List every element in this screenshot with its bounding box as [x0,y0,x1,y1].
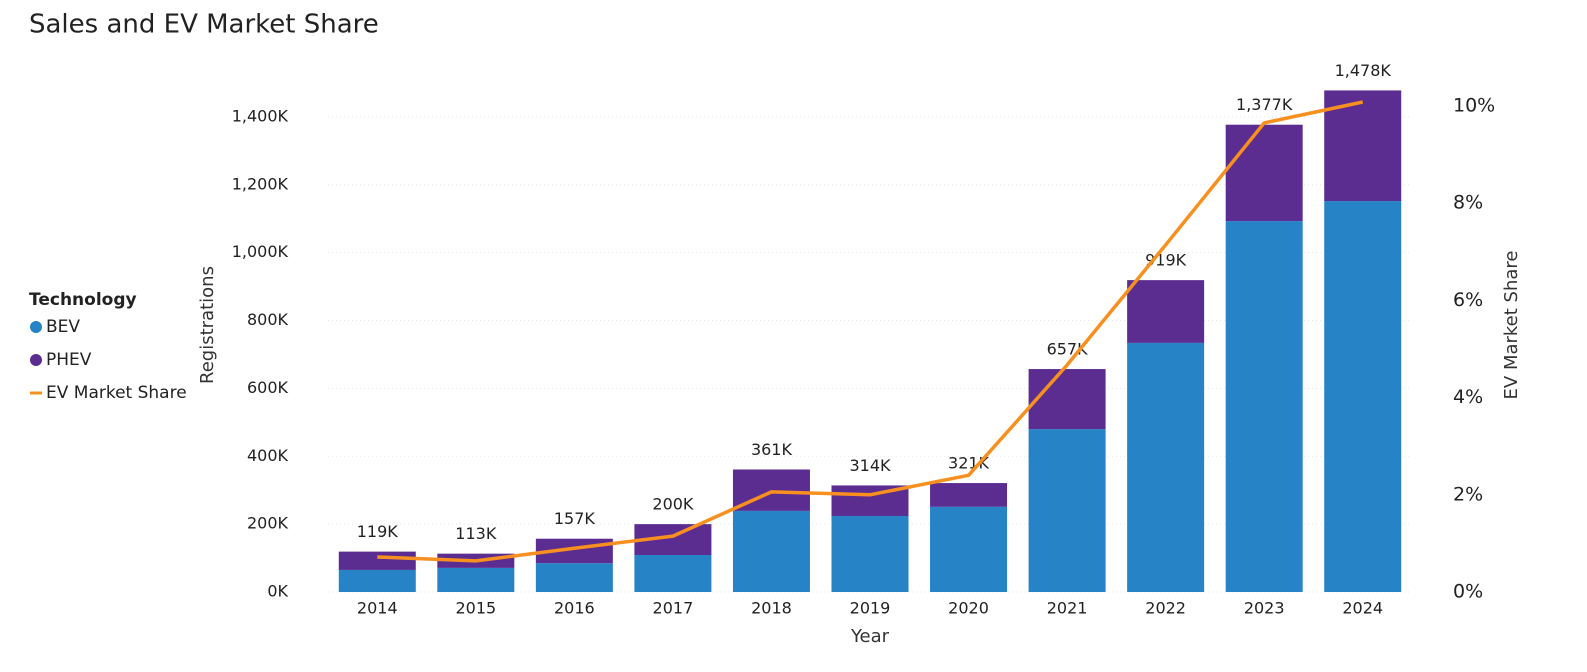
x-tick-label: 2018 [751,599,792,618]
y2-tick-label: 4% [1453,386,1483,408]
bar-segment [1028,429,1106,592]
y-tick-label: 1,000K [232,242,289,261]
y2-tick-label: 2% [1453,483,1483,505]
bar-segment [930,483,1008,507]
x-tick-label: 2020 [948,599,989,618]
y-tick-label: 400K [247,446,289,465]
bar-segment [338,569,416,592]
y2-tick-label: 10% [1453,94,1495,116]
bar-segment [1127,280,1205,343]
legend-swatch [30,321,42,333]
bar-segment [1028,369,1106,430]
y2-tick-label: 6% [1453,289,1483,311]
bar-segment [535,563,613,592]
x-axis-title: Year [850,626,890,647]
x-tick-label: 2023 [1244,599,1285,618]
legend-title: Technology [29,290,137,310]
total-label: 157K [554,509,596,528]
bar-segment [1225,221,1303,592]
x-tick-label: 2014 [357,599,398,618]
y-tick-label: 0K [267,582,288,601]
x-tick-label: 2017 [653,599,694,618]
y-tick-label: 600K [247,378,289,397]
y2-tick-label: 8% [1453,192,1483,214]
y2-tick-label: 0% [1453,581,1483,603]
x-tick-label: 2024 [1342,599,1383,618]
y2-axis-title: EV Market Share [1501,251,1522,400]
bar-segment [437,567,515,592]
total-label: 321K [948,454,990,473]
market-share-line [377,100,1364,563]
x-tick-label: 2016 [554,599,595,618]
bar-segment [634,555,712,592]
bar-segment [338,551,416,570]
bar-segment [1324,201,1402,592]
total-label: 119K [357,522,399,541]
bar-segment [930,506,1008,592]
total-label: 361K [751,440,793,459]
x-tick-label: 2021 [1047,599,1088,618]
bar-segment [1127,342,1205,592]
total-label: 113K [455,524,497,543]
x-tick-label: 2022 [1145,599,1186,618]
x-tick-label: 2015 [455,599,496,618]
total-label: 200K [652,495,694,514]
y-tick-label: 800K [247,310,289,329]
total-label: 314K [849,456,891,475]
legend-swatch [30,354,42,366]
legend-label: BEV [46,317,80,337]
y-tick-label: 1,200K [232,174,289,193]
bar-segment [831,515,909,592]
total-label: 1,377K [1236,95,1293,114]
bar-segment [732,510,810,592]
y-tick-label: 1,400K [232,106,289,125]
legend-label: PHEV [46,350,92,370]
bar-segment [1225,124,1303,222]
chart-title: Sales and EV Market Share [29,10,379,40]
total-label: 1,478K [1335,61,1392,80]
y-tick-label: 200K [247,514,289,533]
legend-label: EV Market Share [46,383,187,403]
x-tick-label: 2019 [850,599,891,618]
y-axis-title: Registrations [197,266,218,384]
